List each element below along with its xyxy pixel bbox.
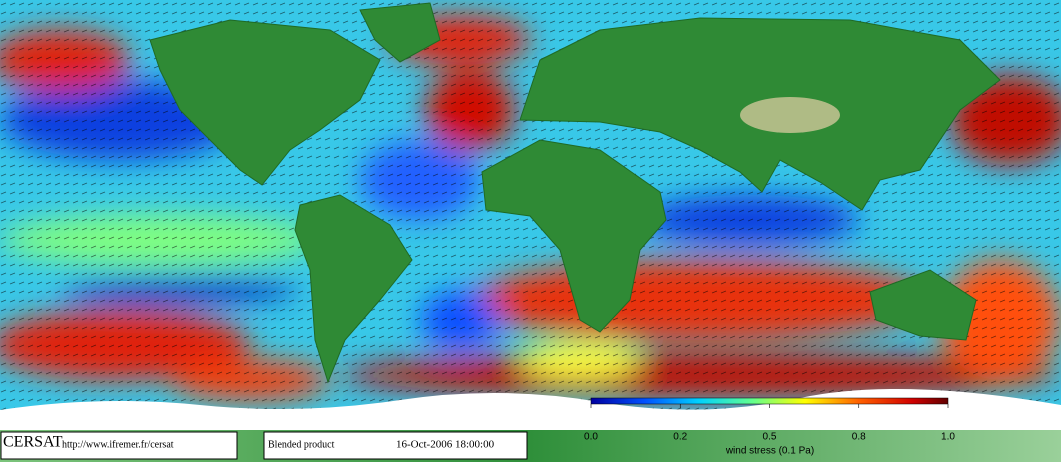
url: http://www.ifremer.fr/cersat [62, 439, 174, 450]
plateau [740, 97, 840, 133]
colorbar-tick-label: 1.0 [941, 432, 955, 443]
colorbar-tick-label: 0.2 [673, 432, 687, 443]
logo: CERSAT [3, 434, 63, 451]
product-box [263, 431, 528, 460]
timestamp: 16-Oct-2006 18:00:00 [396, 439, 495, 451]
colorbar-tick-label: 0.0 [584, 432, 598, 443]
colorbar-tick-label: 0.5 [763, 432, 777, 443]
product: Blended product [268, 439, 335, 450]
colorbar-tick-label: 0.8 [852, 432, 866, 443]
logo-box [0, 431, 238, 460]
colorbar-label: wind stress (0.1 Pa) [725, 446, 814, 457]
colorbar [590, 397, 949, 405]
